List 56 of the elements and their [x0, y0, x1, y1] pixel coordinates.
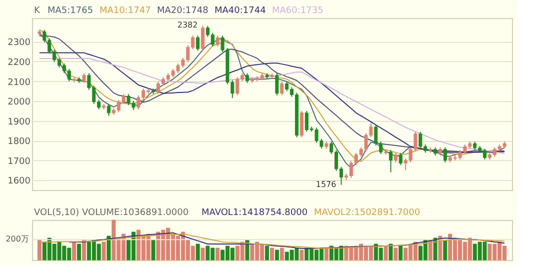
bar — [428, 240, 432, 260]
candlestick — [388, 150, 392, 173]
bar — [398, 246, 403, 260]
bar — [300, 250, 304, 260]
bar — [72, 242, 76, 260]
bar — [443, 240, 448, 260]
candlestick — [300, 110, 304, 138]
candlestick — [398, 152, 402, 166]
bar — [270, 248, 274, 260]
bar — [82, 240, 86, 260]
bar — [394, 248, 398, 260]
y-tick-label: 1600 — [8, 176, 31, 187]
bar — [388, 244, 393, 260]
text: MAVOL2:1502891.7000 — [314, 208, 420, 218]
chart-title: K — [34, 6, 41, 16]
candlestick — [280, 81, 284, 96]
text: MA10:1747 — [100, 6, 151, 16]
text: MA40:1744 — [214, 6, 266, 16]
bar — [102, 242, 106, 260]
bar — [196, 244, 200, 260]
text: MA5:1765 — [48, 6, 94, 16]
y-tick-label: 1800 — [8, 137, 31, 148]
annotation: 2382 — [177, 20, 198, 30]
y-tick-label: 1900 — [8, 117, 31, 128]
bar — [324, 248, 328, 260]
bar — [245, 240, 250, 260]
candlestick — [275, 72, 279, 96]
annotation: 1576 — [316, 180, 336, 189]
ref-line-label: 200万 — [6, 234, 29, 244]
bar — [384, 246, 388, 260]
y-tick-label: 2200 — [8, 58, 31, 68]
candlestick — [246, 72, 250, 84]
bar — [274, 250, 279, 260]
bar — [37, 240, 42, 260]
candlestick — [106, 104, 110, 116]
bar — [216, 248, 220, 260]
bar — [151, 240, 156, 260]
bar — [77, 244, 82, 260]
y-tick-label: 1700 — [8, 156, 31, 167]
y-tick-label: 2000 — [8, 98, 31, 108]
chart-title: VOL(5,10) VOLUME:1036891.0000 — [34, 208, 189, 218]
candlestick — [394, 152, 398, 163]
text: MA20:1748 — [157, 6, 209, 16]
y-tick-label: 2100 — [8, 78, 31, 88]
candlestick — [216, 35, 220, 47]
bar — [106, 236, 111, 260]
bar — [200, 248, 205, 260]
candlestick — [200, 25, 204, 52]
y-tick-label: 2300 — [8, 38, 31, 48]
bar — [280, 248, 284, 260]
text: MA60:1735 — [272, 6, 324, 16]
candlestick — [443, 146, 447, 163]
bar — [265, 246, 270, 260]
candlestick — [196, 35, 200, 52]
text: MAVOL1:1418754.8000 — [202, 208, 308, 218]
candlestick — [82, 72, 86, 84]
